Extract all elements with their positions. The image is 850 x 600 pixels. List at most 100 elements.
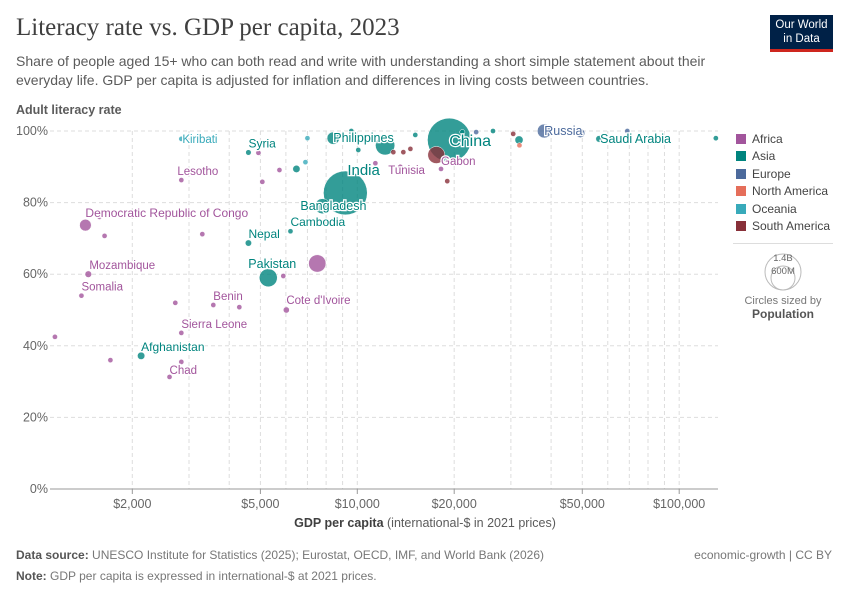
data-point <box>397 163 404 170</box>
data-point <box>79 219 92 232</box>
data-point <box>510 131 517 137</box>
y-tick-label: 80% <box>23 196 48 210</box>
point-label: Somalia <box>81 282 123 294</box>
owid-logo[interactable]: Our World in Data <box>770 15 833 52</box>
point-label: Philippines <box>333 131 393 145</box>
data-point <box>178 177 185 183</box>
data-point <box>314 198 331 214</box>
data-point <box>283 306 290 314</box>
point-label: Afghanistan <box>141 340 204 354</box>
legend-label: Africa <box>752 131 783 146</box>
data-point <box>178 330 185 336</box>
source-text: UNESCO Institute for Statistics (2025); … <box>92 548 544 562</box>
size-legend-variable: Population <box>752 307 814 321</box>
point-label: Benin <box>213 291 242 303</box>
y-tick-label: 60% <box>23 267 48 281</box>
size-legend-circles: 1.4B 600M <box>764 253 802 291</box>
legend-item[interactable]: North America <box>736 183 830 201</box>
x-tick-label: $10,000 <box>335 497 380 511</box>
legend-swatch <box>736 168 746 179</box>
data-point <box>210 302 217 308</box>
data-point <box>427 146 446 164</box>
data-point <box>78 292 85 299</box>
note-label: Note: <box>16 569 47 583</box>
point-label: Syria <box>248 136 276 150</box>
data-point <box>302 159 309 165</box>
data-point <box>407 146 414 152</box>
data-point <box>172 299 179 306</box>
data-point <box>101 233 108 239</box>
data-point <box>259 268 278 288</box>
y-tick-label: 100% <box>16 124 48 138</box>
legend-label: North America <box>752 184 829 199</box>
point-label: Lesotho <box>177 166 218 178</box>
note: Note: GDP per capita is expressed in int… <box>16 569 377 583</box>
data-point <box>537 123 552 139</box>
data-point <box>96 214 103 220</box>
data-point <box>166 374 173 380</box>
data-point <box>304 135 311 142</box>
logo-line1: Our World <box>775 19 828 31</box>
data-point <box>490 128 496 134</box>
size-legend-small: 600M <box>771 266 795 277</box>
point-label: Russia <box>544 124 582 138</box>
data-point <box>178 359 185 365</box>
legend-swatch <box>736 151 746 162</box>
data-point <box>236 304 243 310</box>
legend-swatch <box>736 133 746 144</box>
data-point <box>245 239 252 247</box>
legend-item[interactable]: Africa <box>736 130 830 148</box>
data-point <box>713 135 719 142</box>
data-point <box>473 129 479 135</box>
legend-item[interactable]: Oceania <box>736 200 830 218</box>
data-point <box>255 149 262 156</box>
point-label: Cote d'Ivoire <box>286 295 350 307</box>
point-label: China <box>449 133 491 150</box>
data-point <box>287 228 294 235</box>
legend-label: Oceania <box>752 201 797 216</box>
point-label: India <box>347 162 380 179</box>
point-label: Kiribati <box>182 134 217 146</box>
point-label: Tunisia <box>388 165 425 177</box>
data-point <box>559 127 568 135</box>
legend-item[interactable]: Europe <box>736 165 830 183</box>
chart-subtitle: Share of people aged 15+ who can both re… <box>16 53 706 88</box>
legend-item[interactable]: South America <box>736 218 830 236</box>
data-point <box>308 254 327 273</box>
point-label: Saudi Arabia <box>600 132 671 146</box>
data-point <box>326 131 340 145</box>
x-axis-label: GDP per capita (international-$ in 2021 … <box>0 516 850 530</box>
point-label: Sierra Leone <box>181 319 247 331</box>
data-point <box>459 129 466 135</box>
size-legend: 1.4B 600M Circles sized by Population <box>733 243 833 321</box>
legend: Africa Asia Europe North America Oceania Sout… <box>736 130 830 235</box>
data-source: Data source: UNESCO Institute for Statis… <box>16 548 544 562</box>
legend-label: Europe <box>752 166 791 181</box>
data-point <box>245 149 252 156</box>
point-label: Mozambique <box>89 260 155 272</box>
data-point <box>107 357 114 363</box>
x-tick-label: $100,000 <box>653 497 705 511</box>
legend-swatch <box>736 186 746 197</box>
point-label: Gabon <box>441 156 476 168</box>
data-point <box>400 149 407 155</box>
data-point <box>323 170 368 216</box>
data-point <box>375 135 396 156</box>
data-point <box>390 149 397 155</box>
data-point <box>372 160 379 167</box>
point-label: Nepal <box>248 227 279 241</box>
x-tick-label: $5,000 <box>241 497 279 511</box>
data-point <box>516 142 523 149</box>
y-tick-label: 20% <box>23 410 48 424</box>
y-tick-label: 40% <box>23 339 48 353</box>
legend-label: South America <box>752 219 831 234</box>
x-axis-title: GDP per capita <box>294 516 384 530</box>
note-text: GDP per capita is expressed in internati… <box>50 569 377 583</box>
license[interactable]: economic-growth | CC BY <box>694 548 832 562</box>
legend-item[interactable]: Asia <box>736 148 830 166</box>
data-point <box>438 166 444 172</box>
data-point <box>444 178 451 184</box>
legend-swatch <box>736 203 746 214</box>
data-point <box>280 273 287 279</box>
